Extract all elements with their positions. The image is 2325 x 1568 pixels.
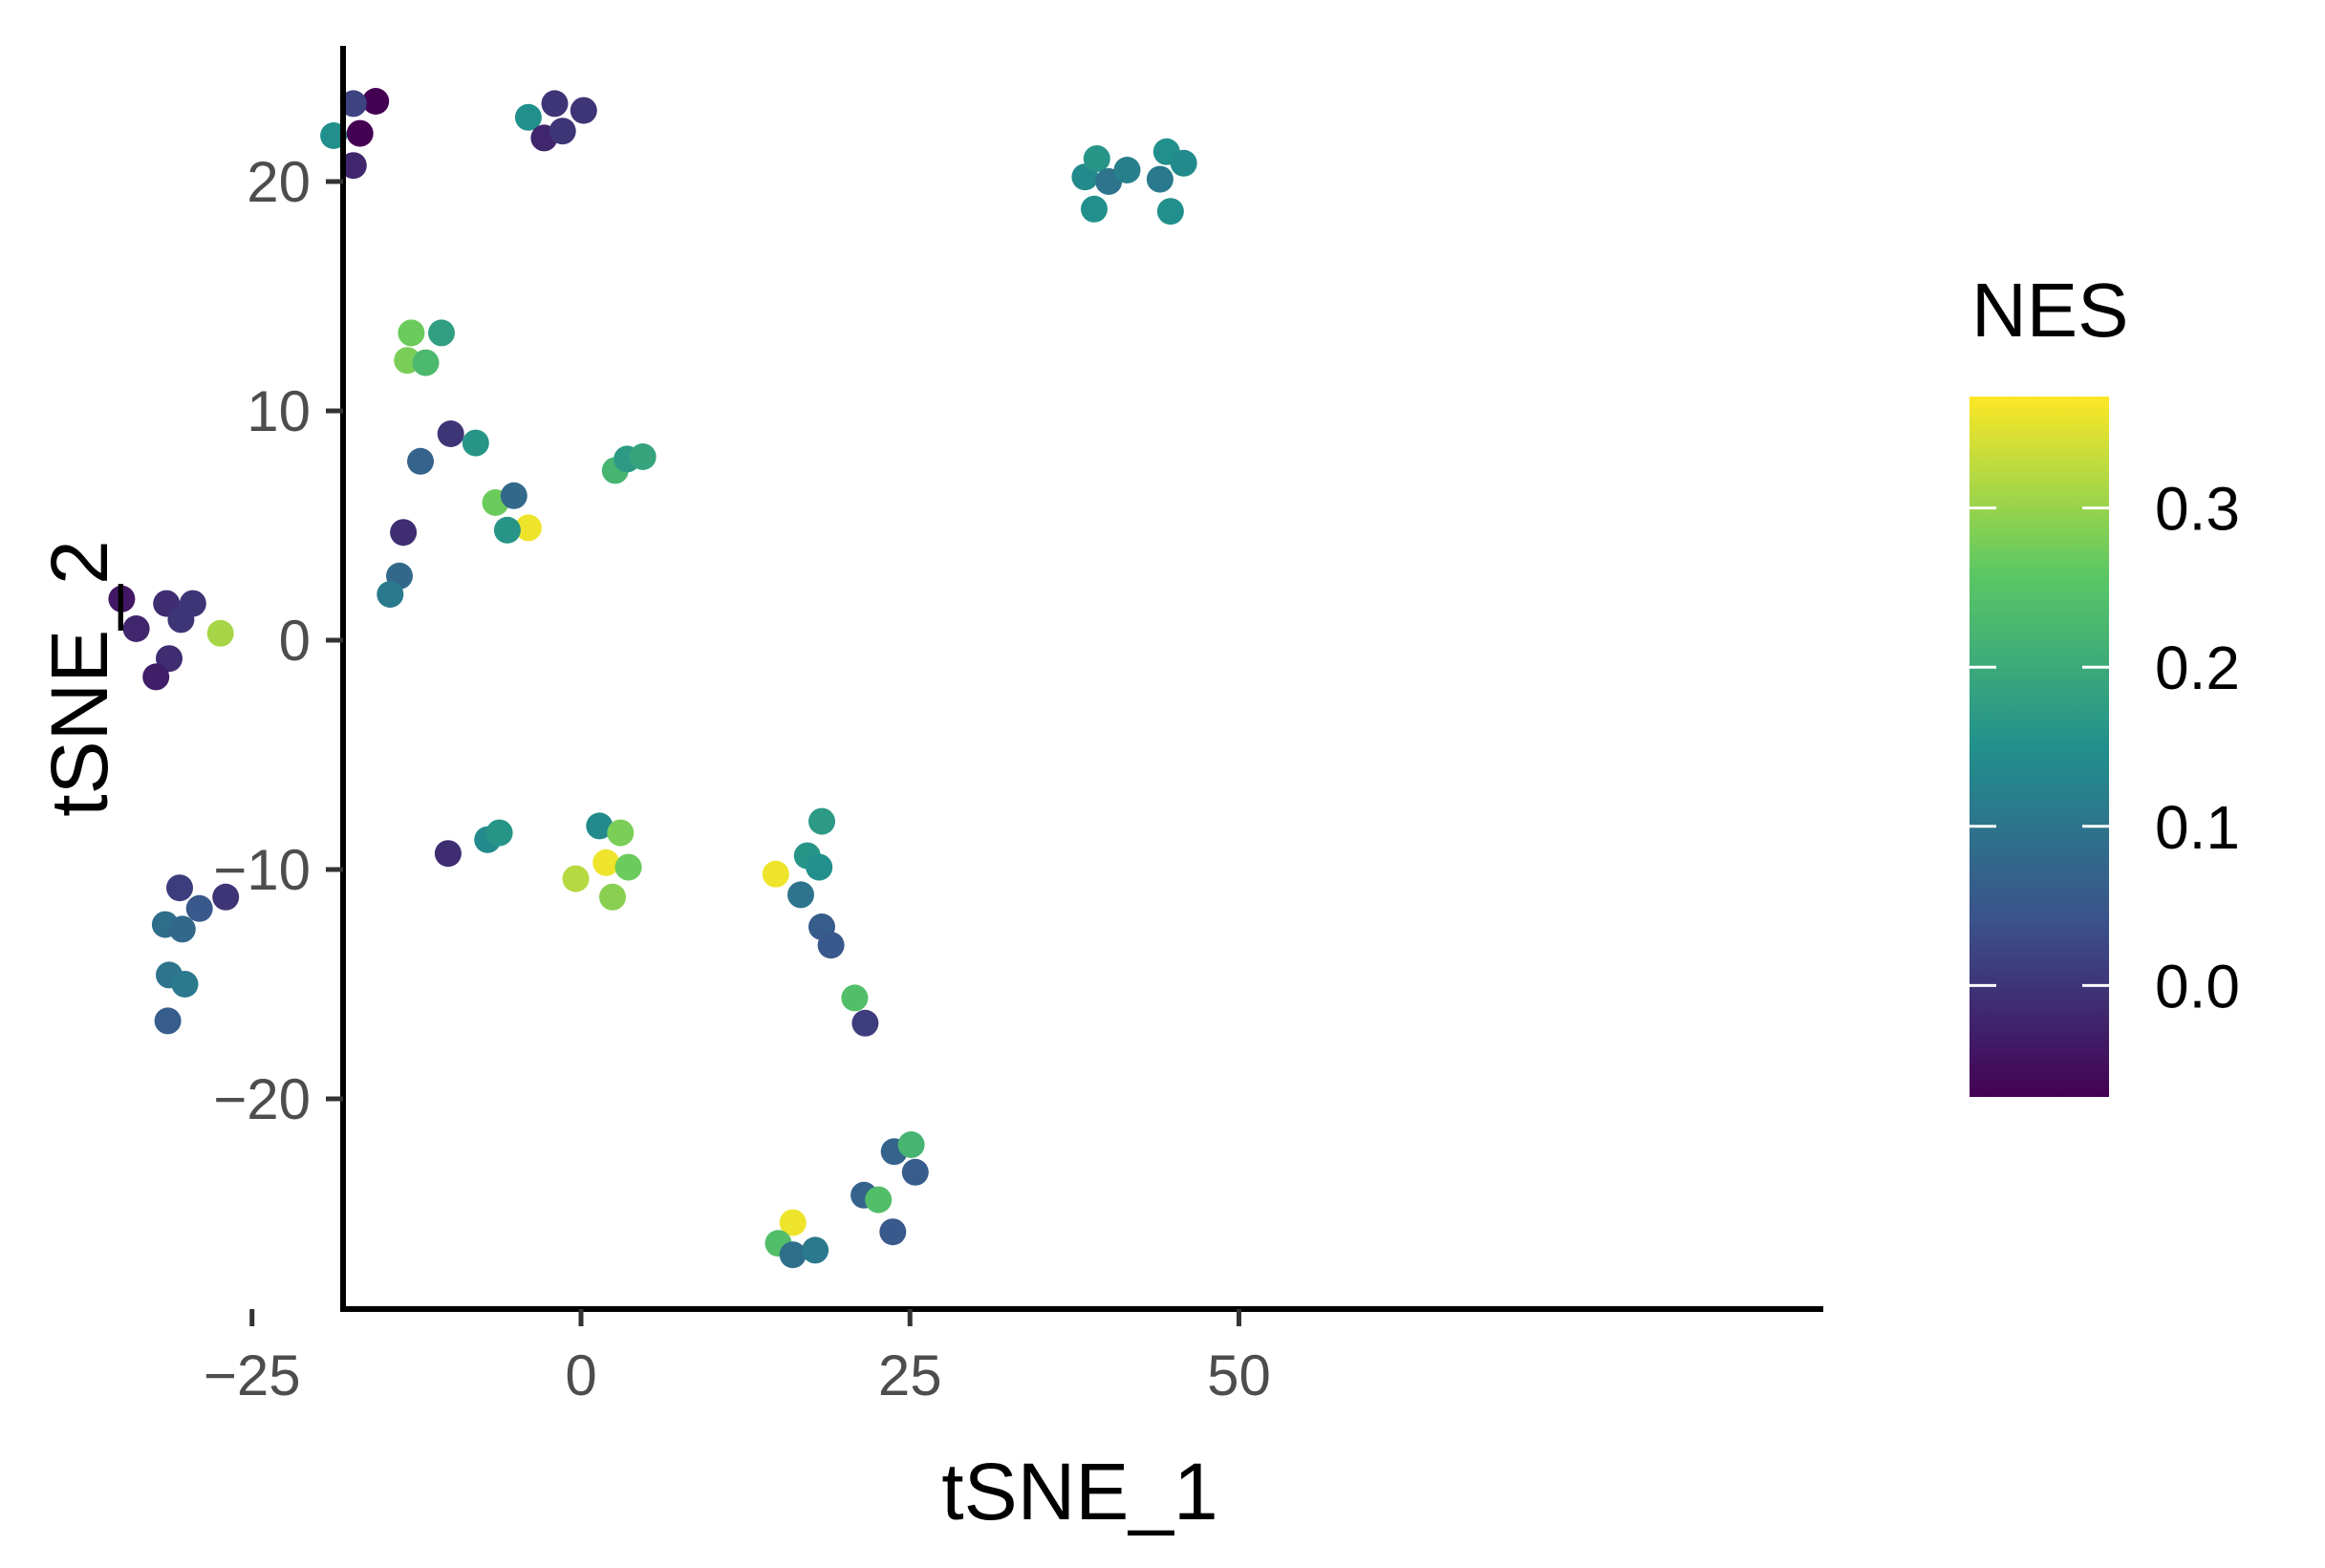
data-point-8 [549, 118, 576, 145]
data-point-61 [808, 807, 835, 835]
data-point-13 [1113, 157, 1141, 183]
data-point-57 [168, 915, 196, 943]
data-point-24 [462, 429, 489, 457]
data-point-19 [398, 319, 425, 347]
colorbar-tick-label: 0.2 [2155, 634, 2240, 702]
y-axis-title: tSNE_2 [34, 540, 124, 817]
data-point-44 [434, 840, 462, 868]
data-point-31 [514, 514, 542, 542]
data-point-17 [1170, 149, 1197, 177]
data-point-47 [586, 812, 614, 840]
data-point-51 [614, 853, 642, 881]
data-point-72 [901, 1158, 929, 1186]
data-point-6 [541, 90, 569, 118]
data-point-50 [592, 848, 620, 876]
data-point-9 [570, 97, 597, 124]
data-point-11 [1083, 145, 1110, 172]
data-point-2 [346, 119, 374, 147]
legend-title: NES [1971, 268, 2129, 353]
data-point-36 [108, 585, 136, 612]
data-point-55 [212, 883, 240, 911]
data-point-78 [779, 1241, 807, 1269]
data-point-22 [412, 349, 440, 376]
data-point-52 [599, 883, 626, 911]
colorbar-tick-label: 0.1 [2155, 793, 2240, 862]
data-point-23 [437, 420, 464, 447]
data-point-48 [607, 819, 635, 847]
data-point-49 [562, 865, 590, 892]
data-point-69 [851, 1009, 879, 1037]
colorbar-tick-label: 0.3 [2155, 475, 2240, 544]
data-point-0 [362, 88, 390, 115]
data-point-64 [762, 860, 789, 888]
y-axis-ticks: −20 −10 0 10 20 [213, 150, 343, 1131]
data-point-54 [185, 894, 213, 922]
data-point-25 [407, 447, 434, 475]
colorbar [1970, 397, 2109, 1097]
data-point-71 [897, 1131, 925, 1158]
data-point-5 [514, 103, 542, 131]
x-axis-title: tSNE_1 [941, 1447, 1218, 1536]
data-point-43 [142, 663, 170, 691]
data-point-53 [166, 874, 193, 902]
data-point-1 [339, 90, 367, 118]
data-point-39 [122, 615, 150, 642]
colorbar-legend: NES 0.0 0.1 0.2 0.3 [1970, 268, 2240, 1097]
data-point-18 [1156, 198, 1184, 226]
data-point-35 [377, 581, 404, 608]
data-point-59 [171, 971, 199, 998]
data-point-30 [500, 482, 527, 509]
data-point-67 [817, 932, 845, 959]
data-point-20 [428, 319, 455, 347]
y-tick-label: −10 [213, 838, 311, 902]
data-point-28 [629, 443, 657, 470]
x-tick-label: 50 [1207, 1343, 1271, 1407]
data-point-46 [485, 819, 513, 847]
data-point-60 [154, 1007, 182, 1035]
data-point-40 [167, 606, 195, 634]
data-point-63 [806, 853, 833, 881]
data-point-4 [339, 152, 367, 180]
data-point-65 [787, 881, 814, 909]
data-point-75 [879, 1218, 907, 1246]
x-tick-label: 25 [878, 1343, 942, 1407]
data-point-32 [493, 516, 521, 544]
data-point-79 [802, 1236, 829, 1264]
x-tick-label: 0 [565, 1343, 596, 1407]
data-point-41 [206, 619, 234, 647]
y-tick-label: −20 [213, 1067, 311, 1131]
y-tick-label: 20 [247, 150, 311, 214]
data-points [108, 88, 1197, 1269]
data-point-74 [865, 1186, 893, 1214]
colorbar-tick-label: 0.0 [2155, 952, 2240, 1020]
y-tick-label: 0 [279, 609, 311, 673]
y-tick-label: 10 [247, 379, 311, 443]
data-point-68 [841, 984, 869, 1012]
colorbar-ticks: 0.0 0.1 0.2 0.3 [1970, 475, 2240, 1020]
data-point-15 [1146, 165, 1173, 193]
data-point-33 [390, 519, 418, 547]
x-axis-ticks: −25 0 25 50 [204, 1309, 1271, 1407]
data-point-76 [779, 1209, 807, 1236]
x-tick-label: −25 [204, 1343, 301, 1407]
data-point-14 [1081, 195, 1108, 223]
